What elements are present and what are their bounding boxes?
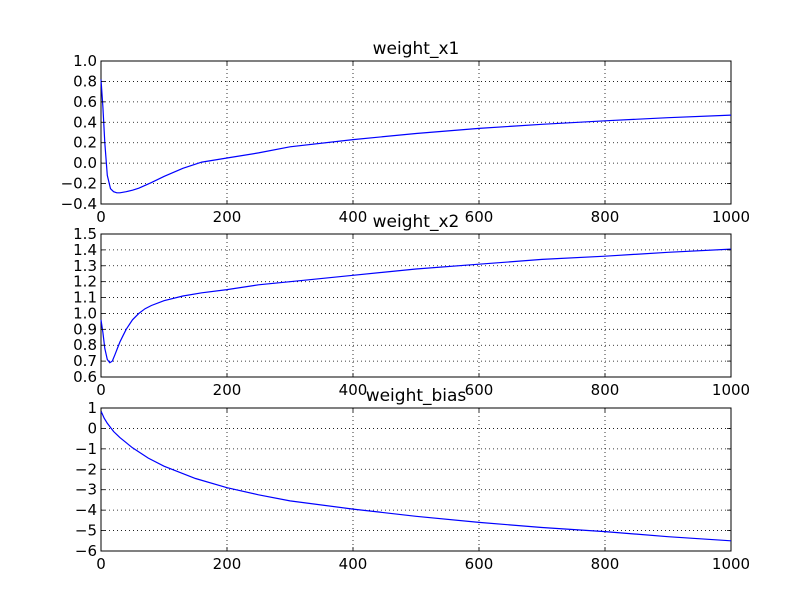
subplot-1: 0 200 400 600 800 10000.60.70.80.91.01.11.21.… <box>73 212 750 399</box>
y-tick-label: 0.7 <box>73 352 97 370</box>
x-tick-label: 600 <box>465 208 494 226</box>
y-tick-label: 1.0 <box>73 304 97 322</box>
x-tick-label: 600 <box>465 381 494 399</box>
y-tick-label: 0.4 <box>73 113 97 131</box>
x-tick-label: 600 <box>465 555 494 573</box>
x-tick-label: 800 <box>591 208 620 226</box>
x-tick-label: 1000 <box>712 555 750 573</box>
x-tick-label: 200 <box>213 555 242 573</box>
y-tick-label: 1 <box>87 399 97 417</box>
y-tick-label: 0.6 <box>73 93 97 111</box>
y-tick-label: 1.4 <box>73 241 97 259</box>
y-tick-label: 1.5 <box>73 225 97 243</box>
x-tick-label: 0 <box>96 208 106 226</box>
x-tick-label: 400 <box>339 555 368 573</box>
y-tick-label: −3 <box>75 481 97 499</box>
plot-area <box>100 233 732 378</box>
series-line-0 <box>100 410 732 542</box>
y-tick-label: 1.3 <box>73 257 97 275</box>
y-tick-label: 0 <box>87 419 97 437</box>
y-tick-label: −5 <box>75 522 97 540</box>
y-tick-label: −0.2 <box>61 175 97 193</box>
series-line-0 <box>100 79 732 194</box>
subplot-title: weight_x2 <box>373 212 460 232</box>
plot-area <box>100 60 732 205</box>
x-tick-label: 0 <box>96 555 106 573</box>
y-tick-label: 0.0 <box>73 154 97 172</box>
y-tick-label: −1 <box>75 440 97 458</box>
y-tick-label: 0.2 <box>73 134 97 152</box>
x-tick-label: 400 <box>339 381 368 399</box>
y-tick-label: 0.8 <box>73 72 97 90</box>
y-tick-label: 1.0 <box>73 52 97 70</box>
y-tick-label: 0.6 <box>73 368 97 386</box>
y-tick-label: −0.4 <box>61 195 97 213</box>
y-tick-label: 0.9 <box>73 320 97 338</box>
y-tick-label: −2 <box>75 460 97 478</box>
y-tick-label: 1.1 <box>73 289 97 307</box>
y-tick-label: 1.2 <box>73 273 97 291</box>
y-tick-label: 0.8 <box>73 336 97 354</box>
subplot-title: weight_bias <box>366 386 467 406</box>
plot-area <box>100 407 732 552</box>
subplots-container: 0 200 400 600 800 1000−0.4−0.20.00.20.40.60.8… <box>61 39 751 573</box>
y-tick-label: −6 <box>75 542 97 560</box>
x-tick-label: 1000 <box>712 381 750 399</box>
x-tick-label: 0 <box>96 381 106 399</box>
subplot-title: weight_x1 <box>373 39 460 59</box>
x-tick-label: 1000 <box>712 208 750 226</box>
x-tick-label: 200 <box>213 381 242 399</box>
x-tick-label: 200 <box>213 208 242 226</box>
x-tick-label: 800 <box>591 555 620 573</box>
subplot-0: 0 200 400 600 800 1000 −0.4 −0.2 0.0 0.2 0.4 0.6 0.8… <box>61 39 751 226</box>
y-tick-label: −4 <box>75 501 97 519</box>
x-tick-label: 800 <box>591 381 620 399</box>
x-tick-label: 400 <box>339 208 368 226</box>
series-line-0 <box>100 248 732 364</box>
subplot-2: 0 200 400 600 800 1000 −6 −5 −4 −3 −2 −1 0 1 weight_bi… <box>75 386 750 573</box>
